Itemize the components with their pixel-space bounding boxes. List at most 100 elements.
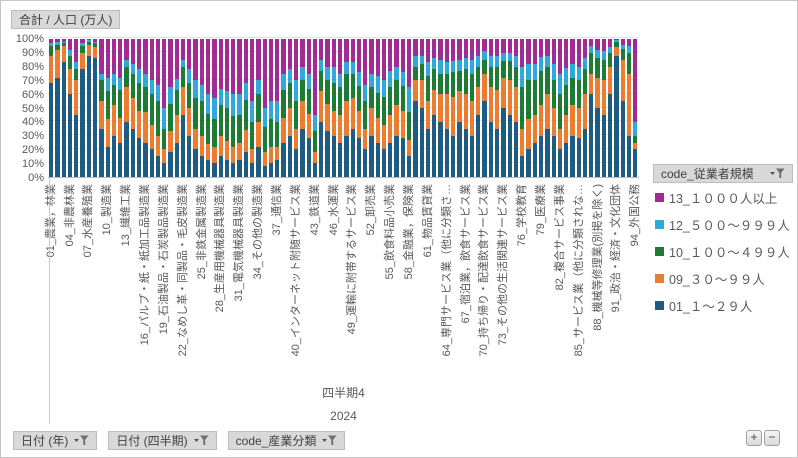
bar-segment[interactable] bbox=[111, 135, 117, 177]
bar-segment[interactable] bbox=[243, 83, 248, 100]
bar-segment[interactable] bbox=[124, 87, 129, 122]
bar-segment[interactable] bbox=[268, 119, 274, 147]
bar-segment[interactable] bbox=[162, 39, 167, 109]
bar-segment[interactable] bbox=[111, 84, 117, 106]
bar-segment[interactable] bbox=[407, 112, 412, 140]
legend-item[interactable]: 10_１００～４９９人 bbox=[655, 242, 790, 260]
bar-segment[interactable] bbox=[306, 39, 311, 74]
bar-segment[interactable] bbox=[80, 39, 85, 44]
bar-49[interactable] bbox=[350, 39, 355, 177]
bar-segment[interactable] bbox=[413, 80, 418, 102]
bar-segment[interactable] bbox=[444, 94, 449, 129]
bar-segment[interactable] bbox=[337, 142, 343, 177]
bar-45[interactable] bbox=[325, 39, 330, 177]
bar-segment[interactable] bbox=[626, 39, 632, 46]
bar-segment[interactable] bbox=[501, 52, 506, 62]
bar-segment[interactable] bbox=[61, 45, 66, 63]
bar-segment[interactable] bbox=[143, 142, 148, 177]
bar-94[interactable] bbox=[633, 39, 638, 177]
bar-segment[interactable] bbox=[507, 52, 512, 62]
bar-segment[interactable] bbox=[149, 80, 154, 95]
bar-segment[interactable] bbox=[620, 48, 625, 60]
bar-segment[interactable] bbox=[168, 39, 173, 88]
bar-segment[interactable] bbox=[312, 163, 318, 177]
bar-segment[interactable] bbox=[633, 121, 638, 136]
bar-segment[interactable] bbox=[570, 105, 575, 136]
bar-segment[interactable] bbox=[124, 121, 129, 177]
bar-segment[interactable] bbox=[231, 163, 236, 177]
bar-segment[interactable] bbox=[74, 39, 79, 63]
bar-segment[interactable] bbox=[206, 160, 211, 177]
bar-segment[interactable] bbox=[281, 117, 286, 143]
bar-segment[interactable] bbox=[425, 101, 431, 129]
bar-segment[interactable] bbox=[507, 80, 512, 115]
bar-04[interactable] bbox=[67, 39, 73, 177]
bar-segment[interactable] bbox=[425, 128, 431, 177]
bar-66[interactable] bbox=[457, 39, 462, 177]
bar-segment[interactable] bbox=[375, 117, 380, 143]
bar-segment[interactable] bbox=[168, 152, 173, 177]
bar-segment[interactable] bbox=[80, 45, 85, 53]
bar-segment[interactable] bbox=[293, 128, 299, 150]
bar-segment[interactable] bbox=[369, 87, 374, 109]
bar-segment[interactable] bbox=[331, 83, 336, 111]
bar-segment[interactable] bbox=[136, 83, 142, 111]
legend-item[interactable]: 12_５００～９９９人 bbox=[655, 215, 790, 233]
bar-segment[interactable] bbox=[306, 88, 311, 114]
bar-segment[interactable] bbox=[86, 39, 91, 41]
bar-segment[interactable] bbox=[551, 135, 556, 177]
bar-segment[interactable] bbox=[356, 110, 362, 139]
bar-segment[interactable] bbox=[400, 85, 406, 111]
bar-segment[interactable] bbox=[614, 47, 619, 56]
bar-segment[interactable] bbox=[250, 163, 255, 177]
bar-segment[interactable] bbox=[231, 39, 236, 95]
bar-segment[interactable] bbox=[564, 142, 569, 177]
bar-segment[interactable] bbox=[557, 39, 563, 74]
bar-segment[interactable] bbox=[400, 72, 406, 86]
bar-segment[interactable] bbox=[413, 66, 418, 81]
bar-81[interactable] bbox=[551, 39, 556, 177]
bar-segment[interactable] bbox=[369, 73, 374, 88]
bar-50[interactable] bbox=[356, 39, 362, 177]
bar-segment[interactable] bbox=[55, 50, 60, 78]
bar-segment[interactable] bbox=[419, 80, 424, 108]
bar-segment[interactable] bbox=[49, 39, 54, 44]
bar-segment[interactable] bbox=[206, 113, 211, 144]
bar-segment[interactable] bbox=[331, 39, 336, 67]
bar-segment[interactable] bbox=[513, 87, 519, 122]
bar-segment[interactable] bbox=[162, 163, 167, 177]
bar-43[interactable] bbox=[312, 39, 318, 177]
bar-segment[interactable] bbox=[400, 138, 406, 177]
bar-segment[interactable] bbox=[438, 121, 443, 177]
bar-segment[interactable] bbox=[162, 108, 167, 129]
bar-segment[interactable] bbox=[337, 114, 343, 143]
bar-segment[interactable] bbox=[469, 59, 475, 74]
bar-segment[interactable] bbox=[275, 121, 280, 147]
bar-segment[interactable] bbox=[149, 149, 154, 177]
bar-segment[interactable] bbox=[513, 55, 519, 67]
bar-segment[interactable] bbox=[633, 142, 638, 150]
bar-segment[interactable] bbox=[168, 131, 173, 153]
bar-segment[interactable] bbox=[601, 39, 607, 52]
bar-01[interactable] bbox=[49, 39, 54, 177]
bar-segment[interactable] bbox=[507, 39, 512, 53]
filter-icon[interactable] bbox=[74, 435, 89, 446]
bar-segment[interactable] bbox=[564, 68, 569, 85]
bar-segment[interactable] bbox=[61, 39, 66, 42]
bar-25[interactable] bbox=[199, 39, 205, 177]
bar-74[interactable] bbox=[507, 39, 512, 177]
bar-segment[interactable] bbox=[99, 39, 104, 74]
bar-segment[interactable] bbox=[155, 156, 161, 177]
bar-segment[interactable] bbox=[350, 39, 355, 63]
bar-segment[interactable] bbox=[136, 39, 142, 70]
bar-segment[interactable] bbox=[476, 114, 481, 177]
bar-segment[interactable] bbox=[212, 39, 217, 99]
bar-segment[interactable] bbox=[187, 135, 192, 177]
bar-segment[interactable] bbox=[432, 90, 437, 115]
bar-segment[interactable] bbox=[381, 39, 387, 81]
bar-segment[interactable] bbox=[212, 146, 217, 164]
bar-segment[interactable] bbox=[570, 63, 575, 78]
bar-segment[interactable] bbox=[457, 91, 462, 122]
bar-segment[interactable] bbox=[356, 85, 362, 111]
bar-segment[interactable] bbox=[231, 94, 236, 117]
